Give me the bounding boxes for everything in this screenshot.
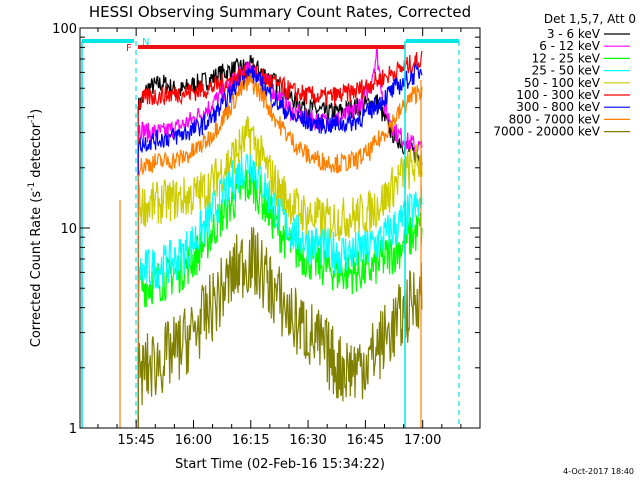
x-tick-label-5: 16:45 — [347, 433, 384, 448]
series-line-4 — [137, 153, 423, 428]
legend-label-9: 7000 - 20000 keV — [493, 125, 600, 139]
legend-label-1: 3 - 6 keV — [547, 27, 601, 41]
series-line-8 — [137, 73, 423, 428]
series-line-9 — [137, 227, 423, 428]
flag-label-n: N — [142, 37, 149, 48]
y-axis-label-end: ) — [29, 109, 44, 114]
axis-layer: 15:45 16:00 16:15 16:30 16:45 17:00 1 10 100 — [52, 22, 480, 448]
legend-label-2: 6 - 12 keV — [539, 39, 601, 53]
y-tick-label-1: 1 — [69, 422, 77, 437]
y-axis-label-main: Corrected Count Rate (s — [29, 191, 44, 348]
flag-layer: NF — [81, 37, 460, 428]
x-axis-label: Start Time (02-Feb-16 15:34:22) — [175, 457, 385, 472]
x-tick-label-2: 16:00 — [175, 433, 212, 448]
series-layer — [137, 47, 423, 428]
x-tick-label-1: 15:45 — [117, 433, 154, 448]
y-axis-label-sup1: -1 — [27, 182, 37, 191]
chart-title: HESSI Observing Summary Count Rates, Cor… — [89, 3, 471, 21]
x-tick-label-6: 17:00 — [404, 433, 441, 448]
x-tick-label-4: 16:30 — [289, 433, 326, 448]
y-axis-label-mid: detector — [29, 122, 44, 182]
y-tick-label-2: 10 — [60, 222, 77, 237]
y-axis-label: Corrected Count Rate (s-1 detector-1) — [27, 109, 44, 347]
timestamp: 4-Oct-2017 18:40 — [563, 467, 634, 476]
series-line-6 — [137, 50, 423, 428]
legend-title: Det 1,5,7, Att 0 — [544, 12, 636, 26]
legend-label-6: 100 - 300 keV — [516, 88, 600, 102]
y-axis-label-sup2: -1 — [27, 114, 37, 123]
x-tick-label-3: 16:15 — [232, 433, 269, 448]
legend-label-3: 12 - 25 keV — [532, 51, 601, 65]
flag-label-f: F — [126, 43, 132, 54]
y-tick-label-3: 100 — [52, 22, 77, 37]
legend-label-7: 300 - 800 keV — [516, 100, 600, 114]
series-line-7 — [137, 62, 423, 428]
series-line-5 — [137, 115, 423, 428]
legend-label-4: 25 - 50 keV — [532, 64, 601, 78]
legend-label-8: 800 - 7000 keV — [509, 112, 601, 126]
series-line-2 — [137, 47, 423, 428]
legend-label-5: 50 - 100 keV — [524, 76, 601, 90]
